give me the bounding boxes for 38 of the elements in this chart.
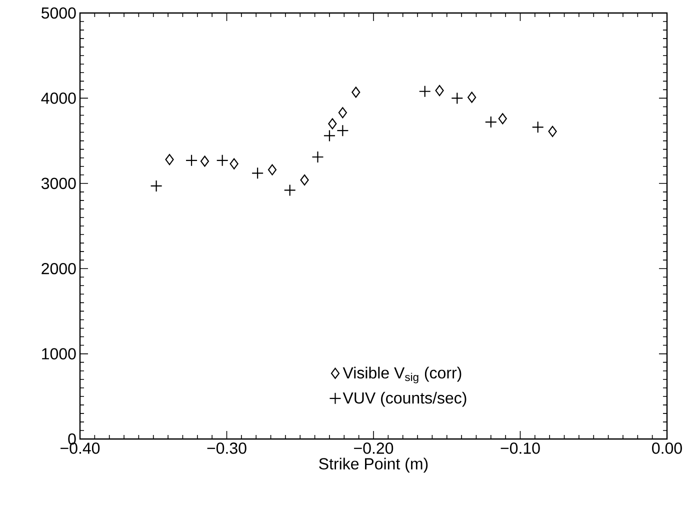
point (328, 118, 337, 130)
y-tick-label: 1000 (42, 348, 76, 360)
point (284, 184, 296, 196)
point (532, 121, 544, 134)
point (150, 180, 162, 192)
point (230, 158, 238, 170)
y-tick-label: 4000 (41, 92, 76, 104)
x-tick-label: −0.30 (207, 442, 246, 454)
point (252, 167, 264, 180)
y-tick-label: 5000 (42, 7, 76, 19)
y-tick-label: 0 (68, 433, 76, 445)
point (323, 130, 336, 142)
y-tick-label: 2000 (42, 262, 76, 274)
x-tick-label: 0.00 (652, 442, 682, 454)
x-axis-title: Strike Point (m) (319, 458, 428, 473)
point (451, 92, 464, 104)
point (548, 126, 557, 137)
y-tick-label: 3000 (41, 178, 76, 190)
point (498, 113, 507, 124)
point (200, 156, 210, 167)
point (418, 85, 431, 98)
x-tick-label: −0.20 (354, 442, 394, 454)
point (336, 124, 349, 137)
point (185, 154, 198, 166)
legend-label: Visible V$_{sig}$ (corr) (342, 366, 462, 384)
point (312, 150, 324, 164)
x-tick-label: −0.40 (60, 442, 100, 454)
point (435, 84, 444, 96)
legend-label: VUV (counts/sec) (342, 392, 466, 407)
point (268, 164, 277, 176)
point (216, 154, 228, 166)
point (352, 86, 360, 98)
point (484, 116, 497, 128)
point (165, 154, 174, 166)
point (338, 107, 347, 118)
x-tick-label: −0.10 (500, 442, 540, 454)
point (468, 92, 476, 103)
point (300, 174, 309, 186)
